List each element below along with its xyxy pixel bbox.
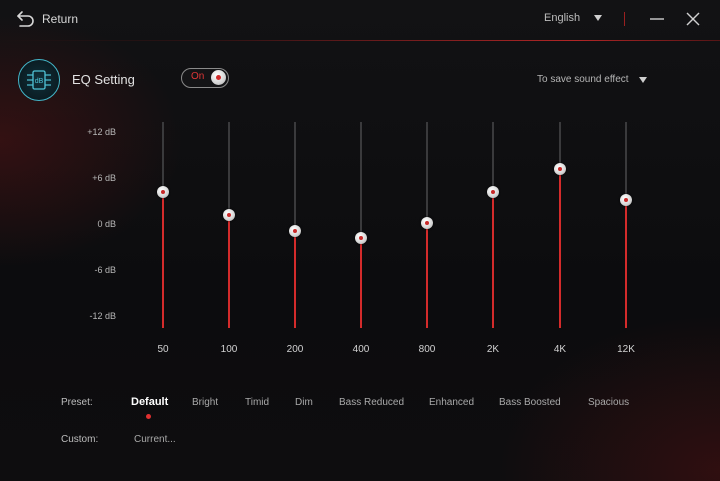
db-label-minus12: -12 dB	[89, 311, 116, 321]
preset-timid[interactable]: Timid	[245, 397, 270, 408]
return-button[interactable]: Return	[16, 10, 78, 28]
close-button[interactable]	[684, 10, 702, 28]
slider-fill	[625, 200, 627, 328]
slider-handle[interactable]	[289, 224, 301, 237]
freq-label-12k: 12K	[617, 344, 635, 355]
preset-dim[interactable]: Dim	[295, 397, 313, 408]
db-label-0: 0 dB	[97, 219, 116, 229]
minimize-icon	[650, 18, 664, 20]
db-label-plus12: +12 dB	[87, 127, 116, 137]
custom-current[interactable]: Current...	[134, 434, 176, 445]
freq-label-200: 200	[286, 344, 304, 355]
slider-fill	[294, 230, 296, 328]
slider-handle[interactable]	[421, 217, 433, 229]
db-label-plus6: +6 dB	[92, 173, 116, 183]
equalizer-icon: dB	[18, 59, 60, 101]
header-divider	[0, 40, 720, 41]
freq-label-800: 800	[418, 344, 436, 355]
chevron-down-icon	[638, 76, 647, 83]
titlebar-divider	[624, 12, 625, 26]
language-value: English	[544, 12, 581, 24]
toggle-knob	[211, 70, 226, 85]
slider-fill	[492, 192, 494, 328]
eq-slider-2k[interactable]	[483, 122, 503, 328]
slider-handle[interactable]	[620, 194, 632, 206]
return-label: Return	[42, 12, 79, 26]
slider-handle[interactable]	[554, 163, 566, 176]
eq-slider-4k[interactable]	[550, 122, 570, 328]
save-sound-effect-label: To save sound effect	[537, 74, 629, 85]
slider-handle[interactable]	[487, 186, 499, 199]
freq-label-4k: 4K	[553, 344, 567, 355]
slider-fill	[559, 169, 561, 328]
slider-fill	[228, 215, 230, 328]
return-arrow-icon	[16, 10, 36, 28]
eq-setting-title: EQ Setting	[72, 72, 135, 87]
slider-fill	[426, 223, 428, 328]
slider-handle[interactable]	[223, 209, 235, 222]
eq-slider-200[interactable]	[285, 122, 305, 328]
chevron-down-icon	[594, 15, 603, 21]
preset-enhanced[interactable]: Enhanced	[429, 397, 475, 408]
preset-bass-reduced[interactable]: Bass Reduced	[339, 397, 405, 408]
freq-label-400: 400	[352, 344, 370, 355]
slider-fill	[360, 238, 362, 328]
preset-selected-indicator	[146, 414, 151, 419]
svg-text:dB: dB	[35, 78, 44, 85]
freq-label-100: 100	[220, 344, 238, 355]
eq-slider-400[interactable]	[351, 122, 371, 328]
eq-slider-800[interactable]	[417, 122, 437, 328]
slider-handle[interactable]	[157, 186, 169, 199]
close-icon	[686, 12, 700, 26]
slider-fill	[162, 192, 164, 328]
preset-default[interactable]: Default	[131, 396, 169, 408]
freq-label-2k: 2K	[486, 344, 500, 355]
save-sound-effect-dropdown[interactable]: To save sound effect	[537, 74, 647, 85]
eq-slider-12k[interactable]	[616, 122, 636, 328]
eq-toggle[interactable]: On	[181, 68, 229, 88]
db-label-minus6: -6 dB	[94, 265, 116, 275]
eq-slider-50[interactable]	[153, 122, 173, 328]
language-dropdown[interactable]: English	[544, 12, 603, 24]
eq-slider-100[interactable]	[219, 122, 239, 328]
eq-toggle-label: On	[191, 71, 205, 82]
preset-label: Preset:	[61, 397, 93, 408]
preset-bass-boosted[interactable]: Bass Boosted	[499, 397, 561, 408]
custom-label: Custom:	[61, 434, 99, 445]
preset-spacious[interactable]: Spacious	[588, 397, 630, 408]
freq-label-50: 50	[157, 344, 169, 355]
preset-bright[interactable]: Bright	[192, 397, 219, 408]
slider-handle[interactable]	[355, 232, 367, 245]
slider-track	[360, 122, 362, 328]
minimize-button[interactable]	[648, 10, 666, 28]
